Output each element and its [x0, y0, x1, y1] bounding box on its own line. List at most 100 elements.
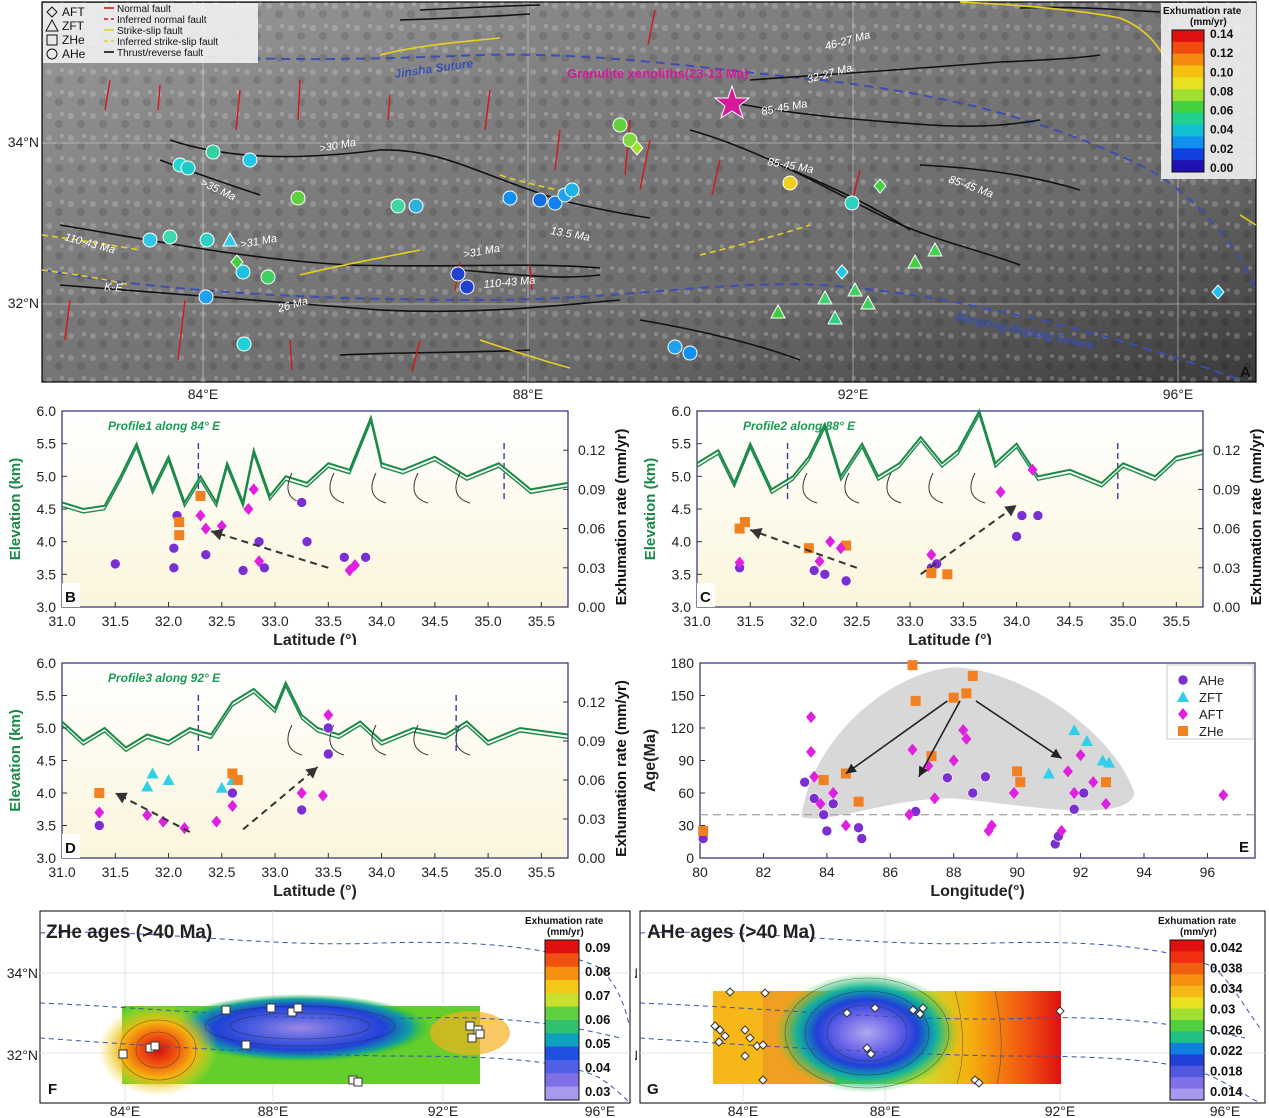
aft-point — [806, 745, 816, 758]
sample-points — [734, 463, 1044, 587]
ahe-point — [1011, 531, 1022, 542]
colorbar-swatch — [545, 1006, 579, 1021]
y-tick-label: 60 — [678, 785, 694, 801]
fault-trace-curve — [329, 472, 345, 504]
legend-label: ZFT — [1199, 690, 1223, 705]
ahe-sample-marker — [760, 988, 770, 998]
colorbar-swatch — [545, 980, 579, 994]
aft-point — [227, 800, 238, 812]
y-tick-label: 4.5 — [37, 753, 57, 769]
x-tick-label: 33.5 — [315, 864, 342, 880]
y2-tick-label: 0.09 — [578, 733, 605, 749]
colorbar-swatch — [1170, 1054, 1204, 1067]
colorbar-swatch — [545, 1060, 579, 1074]
zhe-point — [227, 768, 238, 779]
zhe-sample-marker — [221, 1005, 231, 1015]
ahe-point — [237, 565, 249, 576]
x-tick-label: 33.0 — [261, 613, 288, 629]
x-tick-label: 84°E — [728, 1103, 759, 1118]
colorbar-swatch — [1172, 148, 1204, 161]
panel-label: C — [700, 589, 711, 606]
legend-symbol-aft — [46, 6, 58, 18]
ahe-sample-marker — [715, 1025, 725, 1035]
ahe-point — [323, 722, 334, 734]
aft-point — [1218, 789, 1229, 802]
zhe-point — [818, 775, 829, 785]
colorbar-swatch — [1170, 951, 1204, 964]
zhe-point — [841, 540, 852, 551]
y2-tick-label: 0.09 — [578, 481, 605, 497]
fault-trace-curve — [413, 724, 429, 756]
panel-label: D — [65, 840, 76, 857]
y-tick-label: 5.5 — [37, 436, 57, 452]
zft-point — [141, 780, 154, 792]
profile-panel-c: 3.0 3.5 4.0 4.5 5.0 5.5 6.0 0.00 0.03 0.06 0.09 0.1… — [642, 403, 1265, 645]
panel-label: B — [65, 589, 76, 606]
aft-point — [200, 522, 211, 535]
aft-point — [142, 809, 153, 822]
profile-title: Profile3 along 92° E — [108, 671, 221, 685]
y-axis-title: Elevation (km) — [642, 458, 659, 561]
elevation-profile-line — [61, 680, 569, 749]
ahe-point — [853, 822, 864, 833]
ahe-sample-marker — [758, 1075, 768, 1085]
map-sample-ahe — [235, 264, 251, 280]
fault-trace-curve — [413, 472, 429, 504]
zft-point — [146, 767, 159, 779]
ahe-point — [967, 787, 979, 799]
aft-point — [828, 787, 839, 799]
zhe-point — [961, 688, 972, 699]
x-tick-label: 34.0 — [1003, 613, 1030, 629]
y-tick-label: 6.0 — [37, 403, 57, 419]
granulite-star-icon — [713, 84, 751, 120]
colorbar-frame — [1169, 939, 1205, 1101]
y2-axis-title: Exhumation rate (mm/yr) — [613, 429, 630, 606]
map-sample-ahe — [260, 269, 276, 285]
ahe-point — [360, 552, 371, 563]
ahe-sample-marker — [710, 1021, 720, 1031]
map-sample-aft — [230, 254, 244, 270]
ahe-point — [1078, 787, 1090, 799]
ahe-sample-marker — [918, 1003, 928, 1013]
ahe-sample-marker — [842, 1008, 852, 1018]
y2-tick-label: 0.00 — [578, 850, 605, 866]
panel-label-bg — [697, 583, 715, 607]
y-axis-title: Elevation (km) — [7, 709, 24, 812]
ahe-sample-marker — [908, 1005, 918, 1015]
x-tick-label: 80 — [692, 864, 708, 880]
panel-f-cb-unit: (mm/yr) — [547, 927, 584, 938]
x-tick-label: 31.0 — [48, 864, 75, 880]
map-sample-zft — [222, 231, 238, 247]
map-panel-a: Granulite xenoliths(23-13 Ma) Jinsha Sut… — [8, 1, 1257, 400]
age-legend: AHe ZFT AFT ZHe — [1166, 664, 1254, 740]
legend-symbol-label: ZFT — [62, 19, 85, 33]
colorbar-swatch — [545, 993, 579, 1008]
zhe-point — [734, 523, 745, 534]
ahe-point — [808, 793, 820, 804]
y-tick-label: 4.0 — [37, 785, 57, 801]
zhe-sample-marker — [467, 1033, 477, 1043]
x-tick-label: 35.0 — [474, 613, 501, 629]
map-sample-ahe — [198, 289, 214, 305]
trend-arrow — [920, 504, 1018, 576]
map-sample-zft — [770, 303, 786, 319]
legend-label: ZHe — [1199, 724, 1224, 739]
zft-point — [215, 781, 228, 793]
zhe-sample-marker — [241, 1040, 251, 1050]
x-tick-label: 94 — [1136, 864, 1152, 880]
plot-area — [61, 410, 569, 608]
aft-point — [1062, 765, 1073, 778]
y-tick-label: 3.0 — [37, 850, 57, 866]
aft-point — [995, 486, 1006, 499]
x-tick-label: 92°E — [428, 1103, 459, 1118]
y-axis-title: Elevation (km) — [7, 458, 24, 561]
map-sample-ahe — [450, 266, 466, 282]
fault-age-label: 110-43 Ma — [483, 275, 536, 291]
map-sample-aft — [873, 178, 887, 194]
map-sample-zft — [817, 289, 833, 305]
trend-arrow-head — [750, 527, 763, 540]
colorbar-swatch — [1172, 124, 1204, 137]
zhe-point — [942, 569, 953, 580]
fault-trace-curve — [886, 472, 902, 504]
aft-point — [317, 789, 328, 802]
